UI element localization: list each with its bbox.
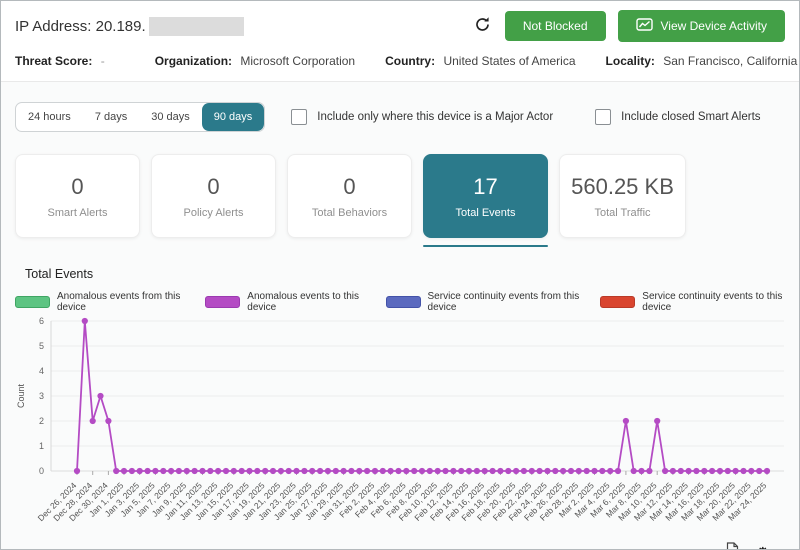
threat-score-label: Threat Score:: [15, 54, 93, 68]
closed-smart-alerts-label: Include closed Smart Alerts: [621, 111, 761, 123]
filter-checkboxes: Include only where this device is a Majo…: [291, 109, 761, 125]
stat-card-total-behaviors-wrap: 0 Total Behaviors: [287, 154, 412, 247]
checkbox-unchecked-icon[interactable]: [291, 109, 308, 125]
svg-text:2: 2: [39, 416, 44, 426]
legend-label: Anomalous events from this device: [57, 291, 181, 313]
threat-score: Threat Score: -: [15, 54, 105, 68]
page-title: IP Address: 20.189.: [15, 16, 244, 36]
legend-anomalous-to: Anomalous events to this device: [205, 291, 365, 313]
stat-card-policy-alerts[interactable]: 0 Policy Alerts: [151, 154, 276, 238]
total-traffic-value: 560.25 KB: [571, 173, 674, 199]
organization-value: Microsoft Corporation: [240, 54, 356, 68]
export-report-icon: [726, 542, 739, 549]
stat-card-total-events[interactable]: 17 Total Events: [423, 154, 548, 238]
legend-swatch-green: [15, 296, 50, 308]
stat-cards: 0 Smart Alerts 0 Policy Alerts 0 Total B…: [15, 154, 785, 247]
filter-row: 24 hours 7 days 30 days 90 days Include …: [15, 102, 785, 132]
legend-service-from: Service continuity events from this devi…: [385, 291, 581, 313]
export-report-button[interactable]: [724, 540, 741, 549]
svg-text:6: 6: [39, 316, 44, 326]
header-actions: Not Blocked View Device Activity: [472, 10, 785, 42]
svg-text:Count: Count: [16, 384, 26, 409]
stat-card-smart-alerts-wrap: 0 Smart Alerts: [15, 154, 140, 247]
policy-alerts-label: Policy Alerts: [183, 206, 244, 219]
chart-settings-button[interactable]: ⚙: [754, 543, 771, 550]
locality-value: San Francisco, California: [663, 54, 798, 68]
svg-text:3: 3: [39, 391, 44, 401]
chart-legend: Anomalous events from this device Anomal…: [15, 291, 785, 313]
threat-score-value: -: [100, 54, 105, 68]
device-info-row: Threat Score: - Organization: Microsoft …: [1, 47, 799, 82]
legend-anomalous-from: Anomalous events from this device: [15, 291, 185, 313]
country-value: United States of America: [443, 54, 576, 68]
tab-24-hours[interactable]: 24 hours: [28, 111, 71, 123]
time-range-tabs: 24 hours 7 days 30 days 90 days: [15, 102, 266, 132]
smart-alerts-label: Smart Alerts: [47, 206, 108, 219]
legend-swatch-indigo: [385, 296, 421, 308]
locality-label: Locality:: [605, 54, 655, 68]
legend-label: Service continuity events to this device: [642, 291, 783, 313]
total-behaviors-value: 0: [343, 173, 356, 199]
legend-swatch-purple: [205, 296, 241, 308]
policy-alerts-value: 0: [207, 173, 220, 199]
not-blocked-label: Not Blocked: [522, 19, 588, 33]
activity-chart-icon: [635, 18, 653, 34]
view-device-activity-label: View Device Activity: [660, 19, 767, 33]
total-events-value: 17: [473, 173, 498, 199]
stat-card-smart-alerts[interactable]: 0 Smart Alerts: [15, 154, 140, 238]
tab-30-days[interactable]: 30 days: [151, 111, 190, 123]
gear-icon: ⚙: [756, 545, 769, 550]
stat-card-total-traffic-wrap: 560.25 KB Total Traffic: [559, 154, 686, 247]
view-device-activity-button[interactable]: View Device Activity: [617, 10, 785, 42]
stat-card-total-behaviors[interactable]: 0 Total Behaviors: [287, 154, 412, 238]
country-label: Country:: [385, 54, 436, 68]
locality: Locality: San Francisco, California: [606, 54, 798, 68]
stat-card-total-traffic[interactable]: 560.25 KB Total Traffic: [559, 154, 686, 238]
refresh-icon: [474, 16, 491, 36]
header: IP Address: 20.189. Not Blocked: [1, 1, 799, 47]
refresh-button[interactable]: [472, 14, 493, 38]
organization: Organization: Microsoft Corporation: [155, 54, 355, 68]
total-events-label: Total Events: [455, 206, 516, 219]
chart-title: Total Events: [25, 267, 94, 281]
tab-90-days[interactable]: 90 days: [201, 103, 265, 131]
ip-address-label: IP Address: 20.189.: [15, 17, 146, 35]
total-behaviors-label: Total Behaviors: [311, 206, 388, 219]
checkbox-unchecked-icon[interactable]: [595, 109, 612, 125]
legend-swatch-red: [600, 296, 636, 308]
major-actor-checkbox[interactable]: Include only where this device is a Majo…: [291, 109, 553, 125]
svg-text:0: 0: [39, 466, 44, 476]
legend-service-to: Service continuity events to this device: [600, 291, 785, 313]
legend-label: Anomalous events to this device: [247, 291, 360, 313]
country: Country: United States of America: [385, 54, 575, 68]
svg-text:1: 1: [39, 441, 44, 451]
closed-smart-alerts-checkbox[interactable]: Include closed Smart Alerts: [595, 109, 761, 125]
svg-text:4: 4: [39, 366, 44, 376]
selected-card-underline: [423, 245, 548, 247]
legend-label: Service continuity events from this devi…: [427, 291, 580, 313]
ip-redacted-block: [148, 16, 244, 36]
svg-text:5: 5: [39, 341, 44, 351]
chart-toolbar: ⚙: [15, 540, 785, 550]
stat-card-policy-alerts-wrap: 0 Policy Alerts: [151, 154, 276, 247]
main-content: 24 hours 7 days 30 days 90 days Include …: [1, 82, 799, 550]
total-traffic-label: Total Traffic: [594, 206, 651, 219]
tab-7-days[interactable]: 7 days: [94, 111, 128, 123]
smart-alerts-value: 0: [71, 173, 84, 199]
total-events-chart-section: Total Events Anomalous events from this …: [15, 267, 785, 540]
not-blocked-button[interactable]: Not Blocked: [504, 11, 606, 41]
organization-label: Organization:: [154, 54, 233, 68]
stat-card-total-events-wrap: 17 Total Events: [423, 154, 548, 247]
major-actor-label: Include only where this device is a Majo…: [317, 111, 554, 123]
